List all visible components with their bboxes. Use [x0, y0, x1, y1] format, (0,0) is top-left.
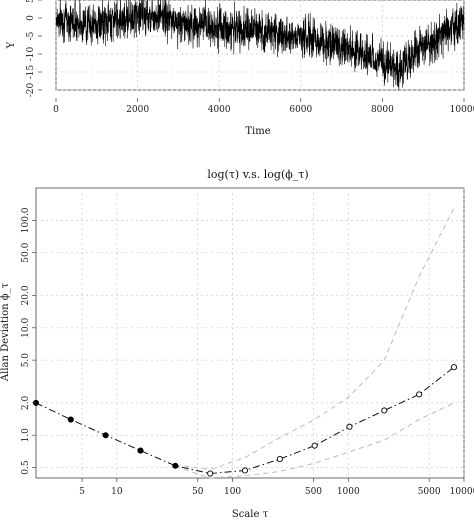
bottom-y-tick-label: 20.0 — [21, 285, 31, 305]
top-series — [55, 0, 465, 90]
bottom-x-tick-label: 1000 — [337, 487, 360, 497]
bottom-x-tick-label: 100 — [224, 487, 241, 497]
allan-deviation-point — [276, 456, 283, 463]
allan-deviation-line — [35, 366, 455, 475]
top-y-tick-label: -20 — [26, 82, 36, 97]
bottom-x-tick-label: 50 — [192, 487, 204, 497]
bottom-y-ticks: 0.5 1.0 2.0 5.0 10.0 20.0 50.0 100.0 — [21, 207, 36, 475]
allan-deviation-point — [346, 423, 353, 430]
bottom-y-tick-label: 100.0 — [21, 207, 31, 233]
allan-deviation-panel: log(τ) v.s. log(ϕ_τ) 5 10 50 100 500 1000 5000… — [0, 168, 474, 520]
allan-deviation-point — [311, 442, 318, 449]
allan-deviation-point — [207, 470, 214, 477]
top-x-tick-label: 6000 — [289, 105, 312, 115]
allan-deviation-point — [137, 447, 144, 454]
allan-deviation-point — [381, 407, 388, 414]
top-x-tick-label: 2000 — [126, 105, 149, 115]
bottom-y-tick-label: 1.0 — [21, 428, 31, 443]
bottom-y-axis-title: Allan Deviation ϕ_τ — [0, 282, 11, 382]
bottom-x-axis-title: Scale τ — [232, 509, 269, 520]
top-y-axis-title: Y — [6, 41, 17, 49]
bottom-y-tick-label: 10.0 — [21, 318, 31, 338]
lower-bound-line — [175, 402, 455, 479]
top-x-tick-label: 8000 — [371, 105, 394, 115]
top-y-tick-label: -10 — [26, 46, 36, 61]
allan-deviation-point — [416, 391, 423, 398]
upper-bound-line — [175, 207, 455, 471]
allan-deviation-point — [172, 462, 179, 469]
top-series-line — [55, 0, 465, 90]
bottom-x-tick-label: 5 — [79, 487, 85, 497]
bottom-chart-title: log(τ) v.s. log(ϕ_τ) — [207, 168, 308, 181]
bottom-x-tick-label: 10 — [111, 487, 123, 497]
bottom-plot-frame — [35, 187, 465, 479]
bottom-y-tick-label: 0.5 — [21, 460, 31, 475]
allan-deviation-point — [450, 364, 458, 371]
bottom-x-tick-label: 500 — [305, 487, 322, 497]
top-y-ticks: 5 0 -5 -10 -15 -20 — [26, 0, 42, 97]
top-x-tick-label: 4000 — [208, 105, 231, 115]
bottom-series — [32, 207, 458, 479]
top-x-axis-title: Time — [245, 126, 270, 137]
bottom-y-tick-label: 2.0 — [21, 395, 31, 410]
top-x-tick-label: 0 — [53, 105, 59, 115]
top-y-tick-label: 0 — [26, 15, 36, 21]
allan-deviation-point — [67, 416, 74, 423]
allan-deviation-point — [241, 467, 249, 474]
allan-deviation-point — [102, 432, 109, 439]
top-y-tick-label: 5 — [26, 0, 36, 3]
bottom-y-tick-label: 50.0 — [21, 242, 31, 262]
bottom-y-tick-label: 5.0 — [21, 353, 31, 368]
bottom-grid — [36, 188, 465, 478]
bottom-x-tick-label: 5000 — [418, 487, 441, 497]
top-y-tick-label: -15 — [26, 64, 36, 79]
top-y-tick-label: -5 — [26, 31, 36, 40]
